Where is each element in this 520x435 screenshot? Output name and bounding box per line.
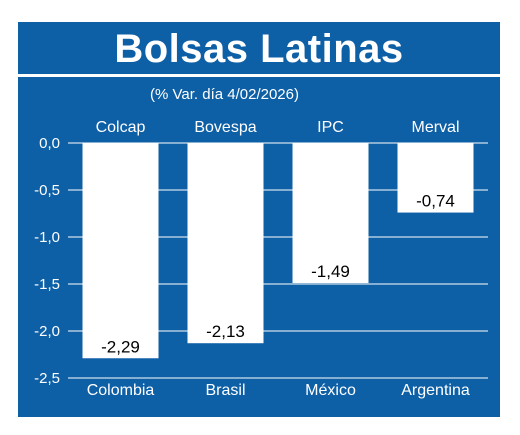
y-tick-label: -2,0 — [34, 323, 60, 340]
data-label: -0,74 — [416, 192, 455, 211]
chart-title: Bolsas Latinas — [114, 27, 404, 71]
chart-subtitle: (% Var. día 4/02/2026) — [150, 86, 299, 103]
y-tick-label: -2,5 — [34, 370, 60, 387]
bar — [397, 143, 474, 213]
index-name-label: IPC — [317, 119, 344, 136]
bar — [187, 143, 264, 344]
data-label: -2,29 — [101, 337, 140, 356]
y-tick-label: -1,5 — [34, 276, 60, 293]
category-label: Argentina — [401, 382, 470, 399]
category-label: Colombia — [87, 382, 155, 399]
y-tick-label: 0,0 — [39, 135, 60, 152]
title-banner: Bolsas Latinas — [18, 23, 500, 77]
data-label: -1,49 — [311, 262, 350, 281]
category-label: Brasil — [205, 382, 245, 399]
index-name-label: Bovespa — [194, 119, 256, 136]
index-name-label: Merval — [411, 119, 459, 136]
index-name-label: Colcap — [96, 119, 146, 136]
bar — [292, 143, 369, 284]
y-tick-label: -1,0 — [34, 229, 60, 246]
data-label: -2,13 — [206, 322, 245, 341]
bar — [82, 143, 159, 359]
category-label: México — [305, 382, 356, 399]
y-tick-label: -0,5 — [34, 182, 60, 199]
